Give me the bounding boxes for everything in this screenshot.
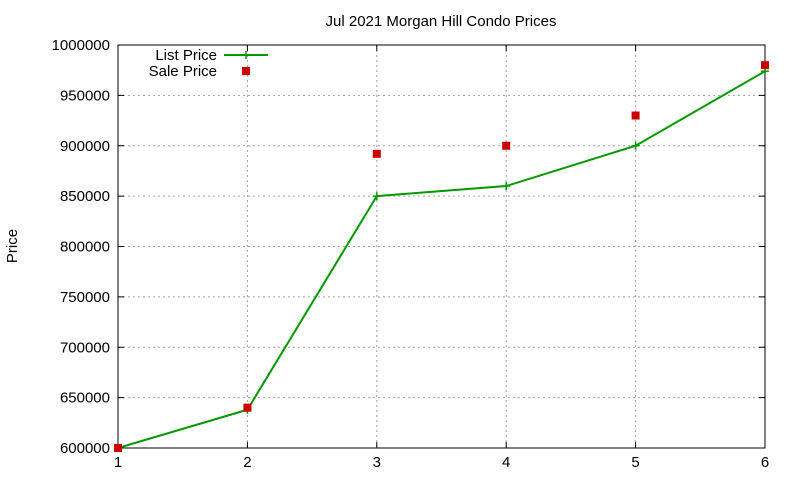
y-tick-labels: 600000 650000 700000 750000 800000 850000 9000… bbox=[52, 37, 110, 457]
x-tick-label: 5 bbox=[631, 454, 639, 471]
y-axis-label: Price bbox=[4, 229, 21, 263]
y-tick-label: 750000 bbox=[60, 289, 110, 306]
x-tick-label: 1 bbox=[114, 454, 122, 471]
list-price-point bbox=[631, 141, 640, 150]
list-price-point bbox=[502, 182, 511, 191]
x-tick-labels: 1 2 3 4 5 6 bbox=[114, 454, 769, 471]
x-tick-label: 2 bbox=[243, 454, 251, 471]
sale-price-point bbox=[761, 61, 769, 70]
sale-price-point bbox=[372, 149, 381, 158]
x-tick-label: 4 bbox=[502, 454, 510, 471]
legend-label: Sale Price bbox=[149, 63, 217, 80]
plot-frame bbox=[117, 44, 766, 449]
y-tick-label: 850000 bbox=[60, 188, 110, 205]
x-tick-label: 6 bbox=[761, 454, 769, 471]
sale-price-point bbox=[114, 444, 122, 452]
legend-swatch-marker bbox=[242, 67, 250, 75]
y-tick-label: 600000 bbox=[60, 440, 110, 457]
y-tick-label: 1000000 bbox=[52, 37, 110, 54]
grid-lines bbox=[118, 45, 765, 448]
list-price-point bbox=[372, 192, 381, 201]
chart-title: Jul 2021 Morgan Hill Condo Prices bbox=[326, 13, 557, 30]
sale-price-point bbox=[243, 403, 252, 412]
y-tick-label: 950000 bbox=[60, 87, 110, 104]
axis-ticks bbox=[117, 44, 766, 449]
list-price-line bbox=[117, 70, 766, 449]
legend-label: List Price bbox=[155, 47, 217, 64]
y-tick-label: 650000 bbox=[60, 390, 110, 407]
y-tick-label: 800000 bbox=[60, 239, 110, 256]
list-price-point bbox=[242, 51, 250, 59]
series-layer bbox=[114, 61, 769, 452]
sale-price-point bbox=[631, 111, 640, 120]
sale-price-point bbox=[502, 141, 511, 150]
y-tick-label: 900000 bbox=[60, 138, 110, 155]
y-tick-label: 700000 bbox=[60, 339, 110, 356]
x-tick-label: 3 bbox=[373, 454, 381, 471]
